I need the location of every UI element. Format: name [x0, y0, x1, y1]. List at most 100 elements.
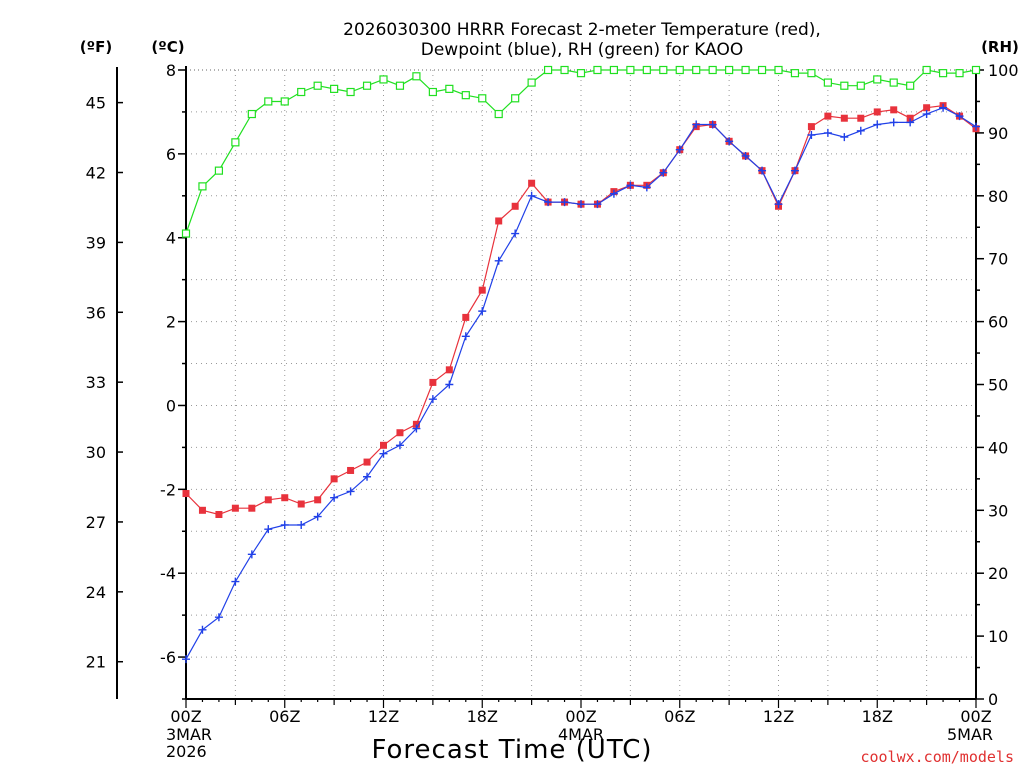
rh-point — [971, 65, 981, 75]
dewpoint-point — [198, 625, 207, 634]
dewpoint-point — [659, 168, 668, 177]
rh-point — [494, 109, 503, 119]
celsius-tick-label: 6 — [166, 145, 176, 164]
celsius-tick-label: 0 — [166, 396, 176, 415]
x-tick-label: 06Z — [664, 707, 695, 726]
temperature-point — [807, 123, 815, 131]
rh-point — [774, 65, 783, 75]
rh-point — [461, 91, 470, 100]
dewpoint-point — [461, 332, 470, 341]
temperature-point — [248, 504, 256, 512]
fahrenheit-tick-label: 21 — [86, 653, 106, 672]
dewpoint-point — [626, 181, 635, 190]
temperature-point — [923, 104, 931, 112]
rh-unit-label: (RH) — [981, 38, 1019, 56]
dewpoint-point — [922, 110, 931, 119]
x-tick-label: 00Z — [170, 707, 201, 726]
dewpoint-point — [692, 120, 701, 129]
rh-tick-label: 0 — [988, 690, 998, 709]
rh-point — [264, 97, 273, 106]
dewpoint-point — [642, 183, 651, 192]
rh-point — [757, 65, 767, 75]
dewpoint-point — [379, 449, 388, 458]
temperature-point — [478, 286, 486, 294]
temperature-point — [182, 490, 190, 498]
dewpoint-point — [955, 112, 964, 121]
celsius-tick-label: 2 — [166, 313, 176, 332]
rh-point — [576, 69, 586, 78]
celsius-tick-label: 4 — [166, 229, 176, 248]
dewpoint-point — [214, 613, 223, 622]
temperature-point — [840, 114, 848, 122]
temperature-point — [873, 108, 881, 116]
rh-tick-label: 40 — [988, 438, 1008, 457]
x-tick-label: 00Z — [960, 707, 991, 726]
chart-subtitle: Dewpoint (blue), RH (green) for KAOO — [421, 40, 744, 60]
rh-point — [642, 65, 651, 75]
temperature-point — [429, 378, 437, 386]
rh-point — [593, 65, 602, 75]
temperature-point — [330, 475, 338, 483]
fahrenheit-tick-label: 45 — [86, 94, 106, 113]
series-dewpoint — [182, 103, 980, 664]
x-tick-label: 06Z — [269, 707, 300, 726]
dewpoint-point — [823, 128, 832, 137]
rh-point — [790, 69, 800, 78]
dewpoint-point — [544, 198, 553, 207]
dewpoint-point — [593, 200, 602, 209]
fahrenheit-unit-label: (ºF) — [80, 38, 112, 56]
temperature-point — [906, 114, 914, 122]
dewpoint-point — [609, 189, 618, 198]
temperature-point — [281, 494, 289, 502]
rh-point — [889, 78, 898, 87]
temperature-point — [198, 506, 206, 514]
x-axis-label: Forecast Time (UTC) — [371, 735, 652, 765]
celsius-tick-label: -2 — [160, 480, 176, 499]
rh-point — [543, 65, 553, 75]
dewpoint-point — [708, 120, 717, 129]
rh-point — [840, 81, 849, 90]
dewpoint-point — [280, 520, 289, 529]
rh-tick-label: 90 — [988, 124, 1008, 143]
rh-point — [823, 78, 832, 87]
temperature-point — [264, 496, 272, 504]
fahrenheit-tick-label: 39 — [86, 233, 106, 252]
dewpoint-point — [758, 166, 767, 175]
rh-point — [708, 65, 717, 75]
temperature-point — [412, 420, 420, 428]
rh-point — [362, 81, 372, 90]
fahrenheit-tick-label: 27 — [86, 513, 106, 532]
rh-tick-label: 60 — [988, 313, 1008, 332]
rh-point — [379, 75, 388, 84]
rh-point — [330, 84, 339, 93]
data-series — [181, 65, 981, 664]
temperature-point — [462, 313, 470, 321]
temperature-point — [890, 106, 898, 114]
dewpoint-point — [577, 200, 585, 209]
rh-point — [692, 65, 701, 75]
rh-point — [955, 69, 964, 78]
celsius-tick-label: 8 — [166, 61, 176, 80]
rh-point — [675, 65, 684, 75]
temperature-point — [215, 510, 223, 518]
temperature-point — [511, 202, 519, 210]
temperature-point — [231, 504, 239, 512]
axes — [116, 66, 984, 708]
temperature-point — [380, 441, 387, 449]
fahrenheit-tick-label: 36 — [86, 303, 106, 322]
rh-point — [231, 138, 240, 147]
dewpoint-point — [428, 395, 437, 404]
rh-tick-label: 20 — [988, 564, 1008, 583]
fahrenheit-tick-label: 30 — [86, 443, 106, 462]
temperature-point — [347, 466, 355, 474]
rh-point — [198, 182, 207, 191]
dewpoint-point — [840, 133, 849, 142]
dewpoint-point — [346, 487, 355, 496]
x-date-label: 5MAR — [947, 725, 993, 744]
dewpoint-point — [264, 525, 273, 534]
dewpoint-point — [297, 520, 306, 529]
x-tick-label: 12Z — [763, 707, 794, 726]
fahrenheit-tick-label: 33 — [86, 373, 106, 392]
rh-point — [741, 65, 750, 75]
